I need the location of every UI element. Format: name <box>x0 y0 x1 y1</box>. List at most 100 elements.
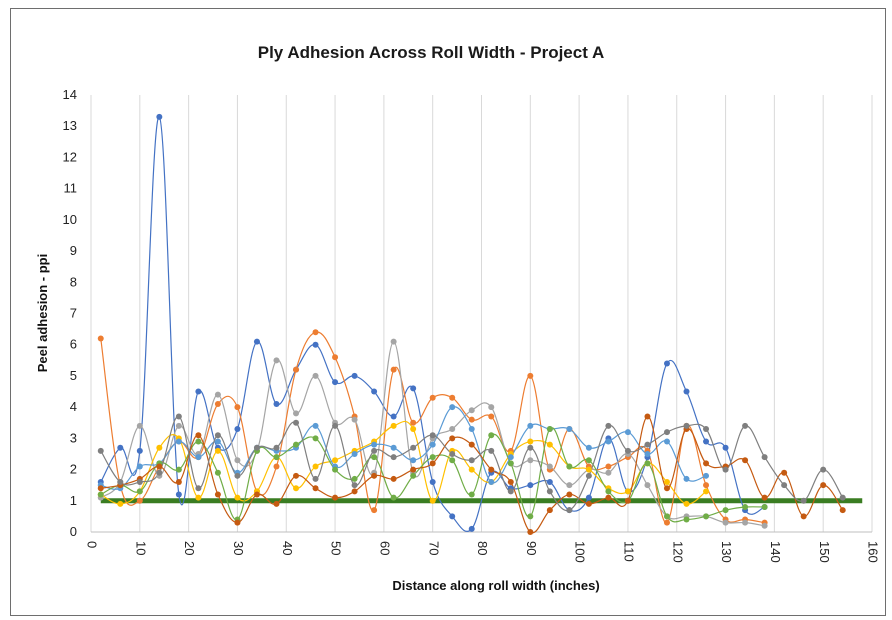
data-point <box>585 472 592 479</box>
data-point <box>410 457 417 464</box>
data-point <box>253 338 260 345</box>
data-point <box>585 494 592 501</box>
data-point <box>663 519 670 526</box>
data-point <box>234 472 241 479</box>
data-point <box>97 491 104 498</box>
data-point <box>527 372 534 379</box>
data-point <box>136 422 143 429</box>
data-point <box>527 422 534 429</box>
data-point <box>663 438 670 445</box>
data-point <box>312 475 319 482</box>
data-point <box>390 494 397 501</box>
data-point <box>722 507 729 514</box>
data-point <box>175 466 182 473</box>
data-point <box>410 444 417 451</box>
data-point <box>156 463 163 470</box>
y-tick-label: 7 <box>70 306 77 321</box>
data-point <box>312 372 319 379</box>
x-tick-label: 160 <box>866 541 881 563</box>
data-point <box>605 469 612 476</box>
data-point <box>214 391 221 398</box>
data-point <box>449 404 456 411</box>
data-point <box>371 507 378 514</box>
data-point <box>175 422 182 429</box>
data-point <box>156 113 163 120</box>
data-point <box>449 513 456 520</box>
data-point <box>488 404 495 411</box>
data-point <box>761 494 768 501</box>
data-point <box>703 488 710 495</box>
data-point <box>429 394 436 401</box>
data-point <box>195 485 202 492</box>
data-point <box>781 469 788 476</box>
data-point <box>683 500 690 507</box>
data-point <box>605 463 612 470</box>
data-point <box>273 357 280 364</box>
data-point <box>683 516 690 523</box>
y-tick-label: 4 <box>70 399 77 414</box>
data-point <box>488 479 495 486</box>
data-point <box>175 479 182 486</box>
data-point <box>468 466 475 473</box>
x-tick-label: 90 <box>524 541 539 555</box>
data-point <box>605 422 612 429</box>
data-point <box>312 463 319 470</box>
data-point <box>332 457 339 464</box>
data-point <box>488 413 495 420</box>
data-point <box>585 457 592 464</box>
data-point <box>351 372 358 379</box>
data-point <box>644 460 651 467</box>
data-point <box>703 460 710 467</box>
x-tick-label: 120 <box>670 541 685 563</box>
data-point <box>195 388 202 395</box>
y-tick-label: 14 <box>63 87 77 102</box>
data-point <box>97 447 104 454</box>
data-point <box>234 457 241 464</box>
chart-frame <box>10 8 886 616</box>
data-point <box>468 457 475 464</box>
data-point <box>507 488 514 495</box>
data-point <box>429 454 436 461</box>
data-point <box>683 422 690 429</box>
data-point <box>585 466 592 473</box>
x-tick-label: 30 <box>231 541 246 555</box>
data-point <box>410 472 417 479</box>
data-point <box>136 488 143 495</box>
data-point <box>351 450 358 457</box>
data-point <box>663 360 670 367</box>
data-point <box>644 450 651 457</box>
data-point <box>175 438 182 445</box>
x-tick-label: 60 <box>377 541 392 555</box>
data-point <box>605 438 612 445</box>
data-point <box>566 425 573 432</box>
data-point <box>195 494 202 501</box>
data-point <box>293 419 300 426</box>
data-point <box>312 435 319 442</box>
data-point <box>546 507 553 514</box>
series-points <box>97 113 846 535</box>
data-point <box>527 482 534 489</box>
x-tick-label: 10 <box>133 541 148 555</box>
data-point <box>566 507 573 514</box>
data-point <box>312 341 319 348</box>
data-point <box>449 450 456 457</box>
data-point <box>332 379 339 386</box>
data-point <box>371 472 378 479</box>
data-point <box>136 463 143 470</box>
data-point <box>566 491 573 498</box>
data-point <box>468 491 475 498</box>
data-point <box>703 438 710 445</box>
x-tick-label: 20 <box>182 541 197 555</box>
x-tick-label: 50 <box>329 541 344 555</box>
data-point <box>546 463 553 470</box>
y-tick-label: 1 <box>70 493 77 508</box>
data-point <box>332 354 339 361</box>
data-point <box>273 401 280 408</box>
data-point <box>117 500 124 507</box>
data-point <box>351 475 358 482</box>
data-point <box>293 366 300 373</box>
data-point <box>390 413 397 420</box>
data-point <box>214 432 221 439</box>
data-point <box>234 425 241 432</box>
